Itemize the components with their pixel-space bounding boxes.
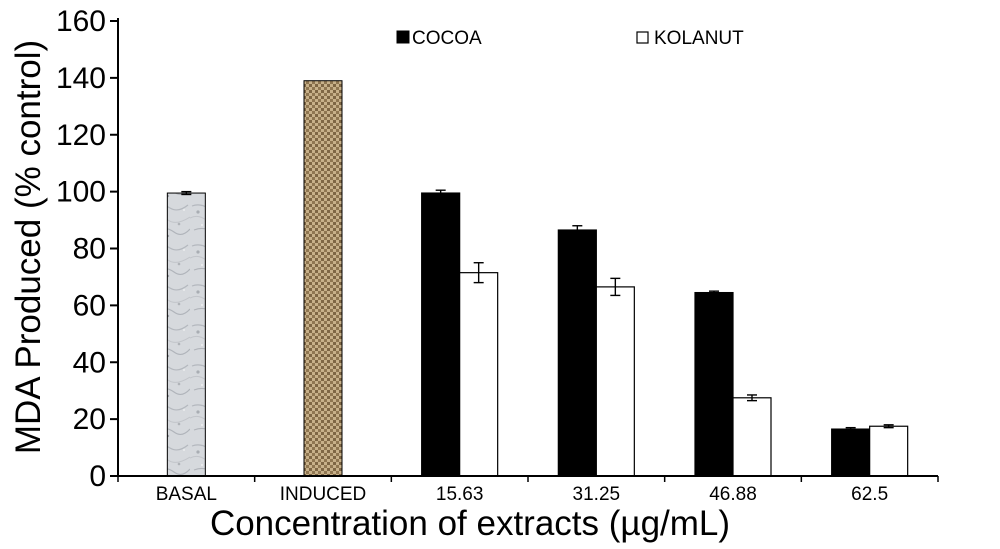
y-tick-label-40: 40 — [73, 346, 106, 379]
x-tick-label-46-88: 46.88 — [709, 484, 757, 505]
legend-item-cocoa: COCOA — [396, 28, 482, 49]
y-ticks-layer: 0 20 40 60 80 100 120 140 160 — [56, 5, 118, 493]
error-bar-basal — [181, 190, 192, 196]
bar-kolanut-62-5 — [869, 425, 909, 477]
error-bars-layer — [181, 189, 894, 432]
legend-swatch-cocoa — [396, 30, 410, 44]
error-bar-kolanut-15-63 — [473, 262, 484, 284]
bar-induced — [303, 80, 343, 477]
legend-swatch-kolanut — [636, 31, 649, 44]
legend: COCOA KOLANUT — [396, 28, 744, 49]
x-ticks-layer: BASAL INDUCED 15.63 31.25 46.88 62.5 — [117, 476, 939, 505]
y-tick-label-140: 140 — [56, 62, 106, 95]
x-tick-label-15-63: 15.63 — [436, 484, 484, 505]
bar-basal — [166, 192, 206, 477]
x-tick-label-31-25: 31.25 — [573, 484, 621, 505]
error-bar-cocoa-31-25 — [572, 225, 583, 235]
x-tick-label-62-5: 62.5 — [851, 484, 888, 505]
error-bar-cocoa-15-63 — [435, 189, 446, 197]
y-tick-label-20: 20 — [73, 403, 106, 436]
x-tick-label-induced: INDUCED — [280, 484, 367, 505]
x-axis-title: Concentration of extracts (µg/mL) — [210, 504, 730, 543]
legend-label-cocoa: COCOA — [412, 28, 482, 49]
y-tick-label-60: 60 — [73, 289, 106, 322]
error-bar-cocoa-62-5 — [845, 426, 856, 432]
y-tick-label-80: 80 — [73, 233, 106, 266]
bar-kolanut-31-25 — [595, 286, 635, 477]
bar-cocoa-15-63 — [421, 192, 461, 477]
error-bar-kolanut-46-88 — [747, 394, 757, 402]
bar-cocoa-62-5 — [831, 428, 871, 477]
bar-kolanut-15-63 — [459, 272, 499, 477]
y-tick-label-0: 0 — [89, 460, 106, 493]
bar-cocoa-31-25 — [557, 229, 597, 477]
error-bar-cocoa-46-88 — [709, 290, 719, 295]
error-bar-kolanut-31-25 — [610, 277, 621, 297]
x-tick-label-basal: BASAL — [156, 484, 217, 505]
legend-item-kolanut: KOLANUT — [636, 28, 744, 49]
y-tick-label-120: 120 — [56, 119, 106, 152]
error-bar-kolanut-62-5 — [883, 424, 894, 429]
legend-label-kolanut: KOLANUT — [654, 28, 744, 49]
bar-cocoa-46-88 — [694, 291, 734, 477]
bar-kolanut-46-88 — [732, 397, 772, 477]
y-tick-label-100: 100 — [56, 176, 106, 209]
bars-layer — [166, 80, 909, 477]
y-tick-label-160: 160 — [56, 5, 106, 38]
y-axis-title: MDA Produced (% control) — [9, 40, 48, 454]
